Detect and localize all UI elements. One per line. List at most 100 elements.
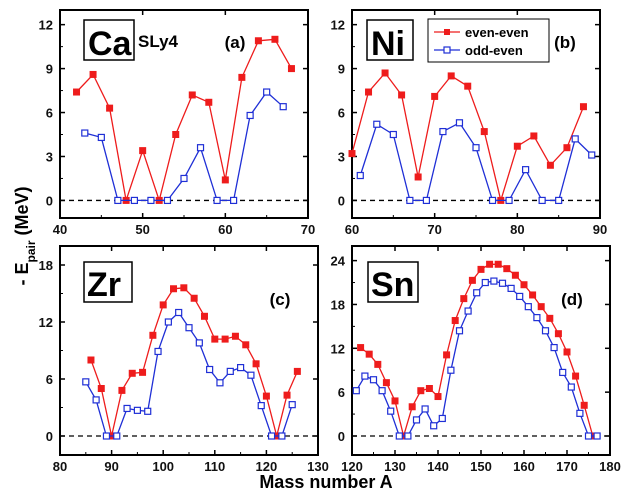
data-point-odd-even bbox=[406, 196, 414, 205]
data-point-odd-even bbox=[369, 376, 378, 384]
data-point-even-even bbox=[73, 88, 81, 96]
x-tick-label: 100 bbox=[152, 459, 174, 474]
y-tick-label: 6 bbox=[338, 385, 345, 400]
x-tick-label: 50 bbox=[135, 222, 149, 237]
y-tick-label: 0 bbox=[338, 193, 345, 208]
data-point-odd-even bbox=[144, 407, 152, 415]
data-point-even-even bbox=[486, 260, 494, 268]
data-point-even-even bbox=[89, 70, 97, 78]
y-tick-label: 18 bbox=[39, 258, 53, 273]
data-point-even-even bbox=[494, 260, 502, 268]
data-point-even-even bbox=[520, 281, 528, 289]
data-point-odd-even bbox=[588, 151, 596, 159]
y-tick-label: 9 bbox=[338, 62, 345, 77]
data-point-even-even bbox=[546, 314, 554, 322]
element-label-box bbox=[367, 261, 419, 303]
data-point-odd-even bbox=[164, 318, 172, 326]
series-line-even-even bbox=[360, 263, 594, 439]
x-tick-label: 40 bbox=[53, 222, 67, 237]
data-point-even-even bbox=[443, 351, 451, 359]
y-tick-label: 6 bbox=[46, 372, 53, 387]
x-tick-label: 70 bbox=[427, 222, 441, 237]
legend-marker-filled-square bbox=[444, 29, 450, 35]
data-point-odd-even bbox=[387, 407, 395, 415]
x-tick-label: 90 bbox=[593, 222, 607, 237]
data-point-odd-even bbox=[488, 196, 497, 205]
data-point-even-even bbox=[254, 37, 262, 45]
data-point-even-even bbox=[529, 291, 537, 299]
y-tick-label: 12 bbox=[39, 18, 53, 33]
x-tick-label: 130 bbox=[307, 459, 329, 474]
data-point-odd-even bbox=[395, 432, 403, 440]
data-point-odd-even bbox=[439, 127, 447, 136]
data-point-even-even bbox=[87, 356, 95, 364]
y-tick-label: 18 bbox=[331, 297, 345, 312]
data-point-odd-even bbox=[81, 129, 89, 137]
data-point-odd-even bbox=[185, 324, 193, 332]
data-point-even-even bbox=[221, 176, 229, 184]
x-axis-label: Mass number A bbox=[259, 472, 392, 492]
data-point-even-even bbox=[374, 360, 382, 368]
data-point-odd-even bbox=[175, 308, 183, 317]
data-point-even-even bbox=[159, 301, 167, 309]
data-point-odd-even bbox=[455, 119, 464, 127]
data-point-odd-even bbox=[576, 409, 584, 417]
y-tick-label: 3 bbox=[46, 149, 53, 164]
data-point-even-even bbox=[238, 73, 246, 81]
panel-ni: 60 70 80 90 0 3 6 9 12 Ni (b) bbox=[331, 9, 607, 237]
element-label-box bbox=[83, 261, 133, 303]
data-point-odd-even bbox=[180, 174, 188, 183]
data-point-even-even bbox=[391, 397, 399, 405]
data-point-even-even bbox=[118, 386, 126, 394]
legend-box bbox=[427, 18, 550, 63]
data-point-even-even bbox=[106, 104, 114, 112]
data-point-odd-even bbox=[584, 432, 593, 440]
data-point-even-even bbox=[287, 65, 295, 73]
data-point-even-even bbox=[139, 147, 147, 155]
data-point-odd-even bbox=[507, 284, 515, 292]
x-tick-label: 140 bbox=[427, 459, 449, 474]
x-tick-label: 170 bbox=[556, 459, 578, 474]
y-tick-label: 3 bbox=[338, 149, 345, 164]
legend-marker-open-square bbox=[443, 46, 451, 54]
data-point-even-even bbox=[190, 294, 198, 302]
data-point-even-even bbox=[293, 367, 301, 375]
x-tick-label: 120 bbox=[341, 459, 363, 474]
data-point-even-even bbox=[477, 265, 485, 273]
data-point-even-even bbox=[231, 332, 239, 340]
panel-ca: 40 50 60 70 0 3 6 9 12 Ca SLy4 (a) bbox=[39, 9, 315, 237]
panel-zr: 80 90 100 110 120 130 0 6 12 18 Zr (c) bbox=[39, 245, 329, 474]
data-point-odd-even bbox=[559, 368, 567, 377]
data-point-odd-even bbox=[102, 432, 111, 440]
x-tick-label: 160 bbox=[513, 459, 535, 474]
series-line-odd-even bbox=[84, 91, 284, 202]
x-tick-label: 120 bbox=[256, 459, 278, 474]
data-point-odd-even bbox=[533, 314, 541, 322]
data-point-odd-even bbox=[246, 111, 254, 120]
data-point-even-even bbox=[431, 92, 439, 100]
data-point-odd-even bbox=[114, 196, 122, 205]
element-label-box bbox=[83, 19, 135, 61]
element-label-box bbox=[366, 19, 414, 61]
data-point-odd-even bbox=[422, 196, 430, 205]
data-point-even-even bbox=[537, 303, 545, 311]
data-point-even-even bbox=[451, 317, 459, 325]
element-label: Ni bbox=[371, 25, 405, 63]
x-tick-label: 80 bbox=[53, 459, 67, 474]
data-point-even-even bbox=[464, 82, 472, 90]
series-line-even-even bbox=[76, 38, 293, 203]
data-point-odd-even bbox=[567, 383, 575, 391]
data-point-odd-even bbox=[267, 432, 276, 440]
data-point-even-even bbox=[511, 271, 519, 279]
data-point-odd-even bbox=[498, 279, 507, 287]
data-point-odd-even bbox=[455, 327, 464, 335]
data-point-odd-even bbox=[412, 416, 421, 424]
x-tick-label: 150 bbox=[470, 459, 492, 474]
data-point-even-even bbox=[408, 403, 416, 411]
legend-label: odd-even bbox=[465, 43, 523, 58]
data-point-odd-even bbox=[206, 365, 214, 374]
data-point-even-even bbox=[348, 150, 356, 158]
data-point-odd-even bbox=[230, 196, 238, 205]
data-point-even-even bbox=[425, 385, 433, 392]
data-point-odd-even bbox=[538, 196, 546, 205]
